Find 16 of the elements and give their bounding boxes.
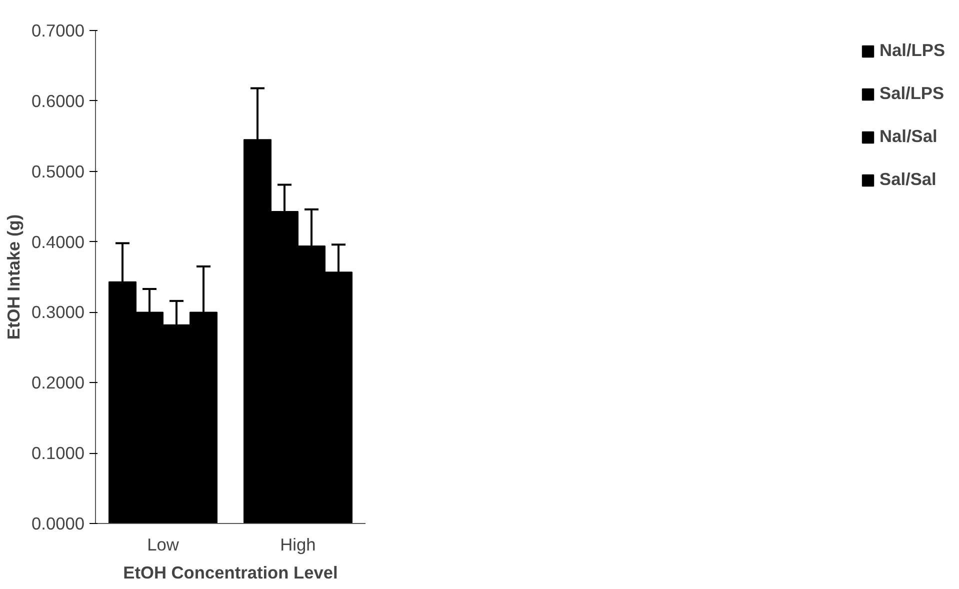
y-axis-title: EtOH Intake (g) (4, 214, 24, 340)
y-tick-label: 0.7000 (32, 20, 84, 40)
legend-label: Sal/LPS (880, 83, 944, 104)
y-tick-label: 0.4000 (32, 232, 84, 252)
legend-label: Nal/Sal (880, 126, 938, 147)
legend-label: Sal/Sal (880, 169, 936, 190)
x-tick-label: Low (147, 534, 180, 554)
y-tick-label: 0.1000 (32, 443, 84, 464)
y-tick-label: 0.0000 (32, 514, 84, 534)
y-tick-label: 0.5000 (32, 161, 84, 182)
x-tick-label: High (280, 534, 316, 554)
y-tick-label: 0.2000 (32, 372, 84, 393)
x-axis-title: EtOH Concentration Level (123, 562, 338, 582)
y-tick-label: 0.6000 (32, 90, 84, 111)
legend-label: Nal/LPS (880, 40, 945, 61)
y-tick-label: 0.3000 (32, 302, 84, 322)
